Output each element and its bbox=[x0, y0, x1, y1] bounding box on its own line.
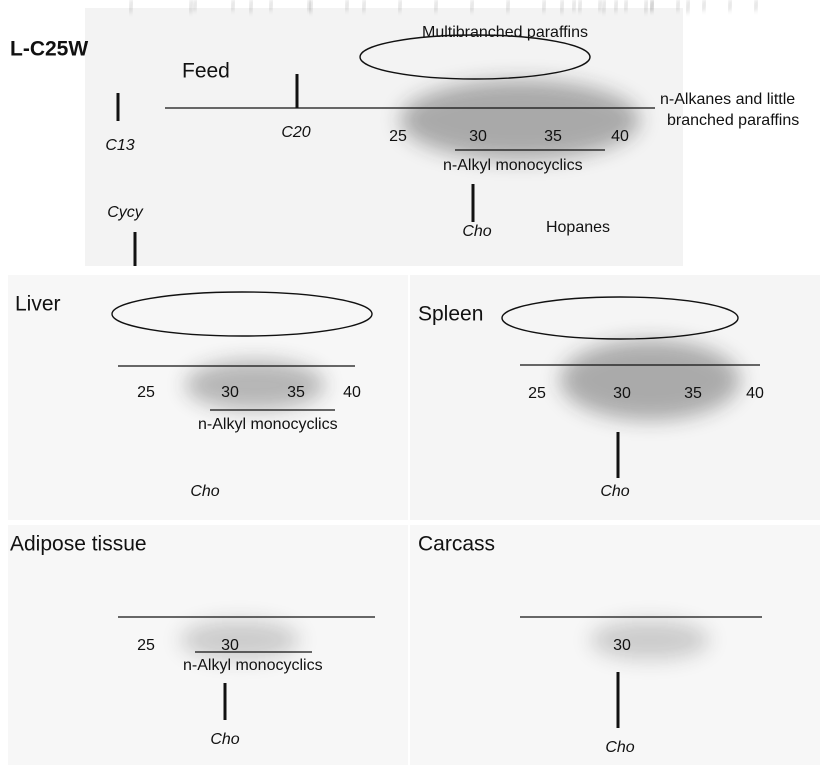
retention-label: 30 bbox=[221, 637, 239, 654]
retention-label: 25 bbox=[389, 128, 407, 145]
smudge bbox=[185, 360, 325, 410]
shadow-peak bbox=[542, 0, 546, 13]
retention-label: 35 bbox=[684, 385, 702, 402]
shadow-peak bbox=[728, 0, 732, 12]
panel-label: Feed bbox=[182, 60, 230, 83]
shadow-peak bbox=[189, 0, 193, 14]
shadow-peak bbox=[345, 0, 349, 12]
band-label: n-Alkyl monocyclics bbox=[183, 657, 323, 674]
compound-label: Cho bbox=[210, 731, 239, 748]
retention-label: 35 bbox=[544, 128, 562, 145]
compound-label: C13 bbox=[105, 137, 134, 154]
smudge bbox=[590, 620, 710, 660]
retention-label: 25 bbox=[137, 637, 155, 654]
retention-label: 30 bbox=[469, 128, 487, 145]
shadow-peak bbox=[231, 0, 235, 12]
compound-label: Cycy bbox=[107, 204, 144, 221]
shadow-peak bbox=[269, 0, 273, 12]
compound-label: C20 bbox=[281, 124, 310, 141]
multibranched-region bbox=[359, 34, 591, 80]
shadow-peak bbox=[307, 0, 311, 12]
smudge bbox=[560, 340, 740, 420]
compound-label: Cho bbox=[462, 223, 491, 240]
retention-label: 40 bbox=[343, 384, 361, 401]
shadow-peak bbox=[598, 0, 602, 12]
retention-label: 30 bbox=[221, 384, 239, 401]
shadow-peak bbox=[650, 0, 654, 12]
retention-label: 30 bbox=[613, 637, 631, 654]
panel-label: Liver bbox=[15, 293, 61, 316]
compound-label: Cho bbox=[190, 483, 219, 500]
shadow-peak bbox=[602, 0, 606, 14]
shadow-peak bbox=[193, 0, 197, 12]
smudge bbox=[180, 620, 300, 660]
retention-label: 35 bbox=[287, 384, 305, 401]
shadow-peak bbox=[560, 0, 564, 14]
shadow-peak bbox=[129, 0, 133, 14]
shadow-peak bbox=[572, 0, 576, 12]
retention-label: 40 bbox=[746, 385, 764, 402]
side-label: n-Alkanes and little bbox=[660, 91, 795, 108]
shadow-peak bbox=[624, 0, 628, 12]
band-label: n-Alkyl monocyclics bbox=[443, 157, 583, 174]
shadow-peak bbox=[614, 0, 618, 13]
figure-title: L-C25W bbox=[10, 38, 88, 61]
shadow-peak bbox=[309, 0, 313, 14]
shadow-peak bbox=[470, 0, 474, 13]
shadow-peak bbox=[398, 0, 402, 13]
shadow-peak bbox=[578, 0, 582, 13]
compound-label: Cho bbox=[600, 483, 629, 500]
panel-label: Carcass bbox=[418, 533, 495, 556]
shadow-peak bbox=[506, 0, 510, 13]
side-label: branched paraffins bbox=[667, 112, 799, 129]
retention-label: 40 bbox=[611, 128, 629, 145]
retention-label: 25 bbox=[528, 385, 546, 402]
panel-label: Spleen bbox=[418, 303, 483, 326]
shadow-peak bbox=[754, 0, 758, 12]
panel-label: Adipose tissue bbox=[10, 533, 147, 556]
ellipse-label: Multibranched paraffins bbox=[422, 24, 588, 41]
shadow-peak bbox=[686, 0, 690, 14]
compound-label: Cho bbox=[605, 739, 634, 756]
shadow-peak bbox=[434, 0, 438, 13]
panels: Feed 25 30 35 40 n-Alkyl monocyclics C13 C20 Cyc… bbox=[10, 0, 799, 756]
shadow-peak bbox=[702, 0, 706, 12]
shadow-peak bbox=[362, 0, 366, 13]
retention-label: 25 bbox=[137, 384, 155, 401]
compound-label: Hopanes bbox=[546, 219, 610, 236]
multibranched-region bbox=[501, 296, 739, 340]
shadow-peak bbox=[644, 0, 648, 14]
band-label: n-Alkyl monocyclics bbox=[198, 416, 338, 433]
smudge bbox=[400, 80, 640, 160]
shadow-peak bbox=[676, 0, 680, 12]
multibranched-region bbox=[111, 291, 373, 337]
retention-label: 30 bbox=[613, 385, 631, 402]
shadow-peak bbox=[249, 0, 253, 14]
